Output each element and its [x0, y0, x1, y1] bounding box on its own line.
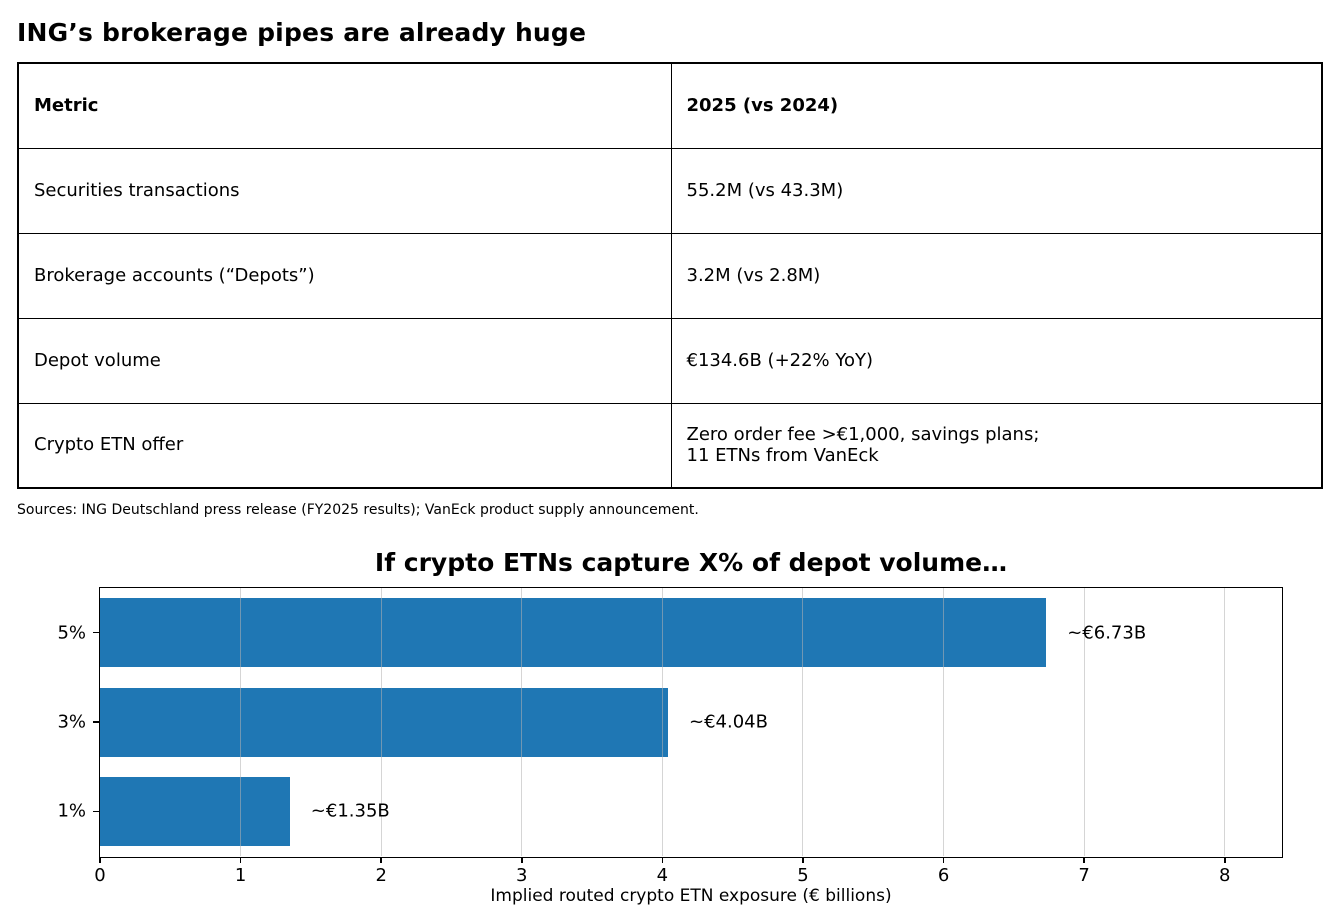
x-tick-mark	[1083, 857, 1085, 863]
y-tick-label: 5%	[57, 622, 86, 644]
y-tick-label: 1%	[57, 800, 86, 822]
table-row: Crypto ETN offer Zero order fee >€1,000,…	[17, 402, 1323, 489]
column-header-2025: 2025 (vs 2024)	[670, 62, 1323, 149]
table-row: Brokerage accounts (“Depots”) 3.2M (vs 2…	[17, 232, 1323, 319]
x-tick-mark	[239, 857, 242, 863]
chart-plot-area: ~€6.73B 5% ~€4.04B 3% ~€1.35B 1% 0 1 2 3 4 5 6 7 8	[57, 587, 1283, 886]
x-tick-mark	[661, 857, 664, 863]
value-cell: 55.2M (vs 43.3M)	[670, 147, 1323, 234]
chart-title: If crypto ETNs capture X% of depot volum…	[374, 548, 1008, 577]
sources-note: Sources: ING Deutschland press release (…	[17, 502, 699, 518]
x-tick-mark	[521, 857, 523, 863]
y-tick-mark	[92, 721, 99, 723]
x-tick-label: 2	[375, 865, 387, 886]
y-tick-mark	[92, 810, 99, 813]
x-tick-label: 5	[797, 865, 809, 886]
x-tick-mark	[802, 857, 804, 863]
gridline	[1224, 588, 1226, 856]
bar	[100, 687, 668, 757]
gridline	[380, 588, 382, 856]
bar-value-label: ~€6.73B	[1067, 622, 1147, 644]
x-tick-mark	[1224, 857, 1226, 863]
x-tick-label: 4	[656, 865, 669, 886]
x-tick-label: 3	[516, 865, 528, 886]
table-header-row: Metric 2025 (vs 2024)	[17, 62, 1323, 149]
chart-x-axis-label: Implied routed crypto ETN exposure (€ bi…	[490, 886, 892, 906]
bar-value-label: ~€1.35B	[310, 800, 390, 822]
x-tick-label: 0	[94, 865, 106, 886]
value-cell: Zero order fee >€1,000, savings plans; 1…	[670, 402, 1323, 489]
y-tick-label: 3%	[57, 711, 86, 733]
bar-value-label: ~€4.04B	[689, 711, 768, 733]
table-row: Depot volume €134.6B (+22% YoY)	[17, 317, 1323, 404]
x-tick-mark	[99, 857, 101, 863]
value-cell: 3.2M (vs 2.8M)	[670, 232, 1323, 319]
x-tick-label: 1	[234, 865, 247, 886]
x-tick-label: 7	[1078, 865, 1090, 886]
metric-cell: Brokerage accounts (“Depots”)	[17, 232, 672, 319]
metric-cell: Securities transactions	[17, 147, 672, 234]
bar	[100, 598, 1047, 668]
y-tick-mark	[92, 631, 99, 634]
x-tick-mark	[380, 857, 382, 863]
gridline	[802, 588, 804, 856]
x-tick-label: 6	[937, 865, 950, 886]
metrics-table: Metric 2025 (vs 2024) Securities transac…	[17, 62, 1323, 489]
table-row: Securities transactions 55.2M (vs 43.3M)	[17, 147, 1323, 234]
column-header-metric: Metric	[17, 62, 672, 149]
gridline	[1083, 588, 1085, 856]
metric-cell: Crypto ETN offer	[17, 402, 672, 489]
value-cell: €134.6B (+22% YoY)	[670, 317, 1323, 404]
x-tick-label: 8	[1219, 865, 1231, 886]
gridline	[661, 588, 663, 856]
gridline	[240, 588, 242, 856]
bar	[100, 776, 290, 846]
x-tick-mark	[942, 857, 945, 863]
gridline	[943, 588, 945, 856]
gridline	[521, 588, 523, 856]
page-title: ING’s brokerage pipes are already huge	[17, 18, 587, 47]
metric-cell: Depot volume	[17, 317, 672, 404]
